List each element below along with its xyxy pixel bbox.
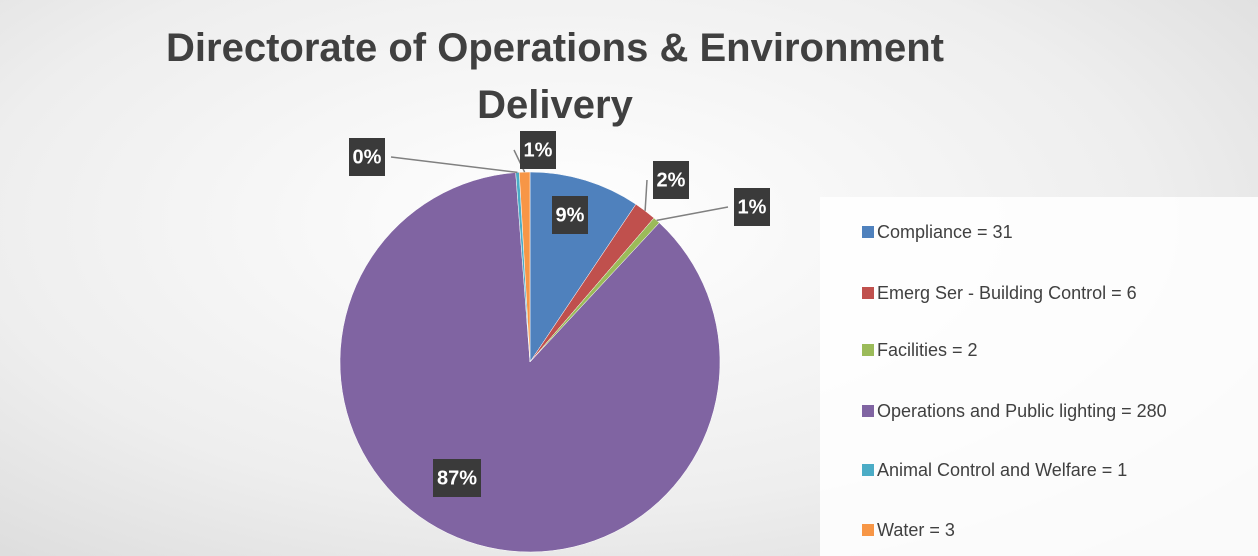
- legend-label: Animal Control and Welfare = 1: [877, 460, 1127, 480]
- legend-swatch: [862, 464, 874, 476]
- legend-label: Emerg Ser - Building Control = 6: [877, 283, 1137, 303]
- legend-label: Facilities = 2: [877, 340, 978, 360]
- data-label-box: [520, 131, 556, 169]
- data-label: 1%: [738, 196, 767, 218]
- data-label-box: [552, 196, 588, 234]
- legend-swatch: [862, 344, 874, 356]
- leader-line: [390, 156, 518, 174]
- data-label: 0%: [353, 146, 382, 168]
- chart-title: Directorate of Operations & Environment …: [166, 26, 944, 127]
- legend-label: Water = 3: [877, 520, 955, 540]
- legend-swatch: [862, 287, 874, 299]
- data-label-box: [734, 188, 770, 226]
- legend-label: Operations and Public lighting = 280: [877, 401, 1167, 421]
- data-label: 9%: [556, 204, 585, 226]
- leader-line: [656, 206, 729, 222]
- data-label-box: [349, 138, 385, 176]
- leader-line: [644, 179, 648, 211]
- data-label: 2%: [657, 169, 686, 191]
- legend-swatch: [862, 405, 874, 417]
- data-label: 1%: [524, 139, 553, 161]
- data-label-box: [433, 459, 481, 497]
- legend-swatch: [862, 226, 874, 238]
- pie-slice: [339, 172, 721, 553]
- legend-label: Compliance = 31: [877, 222, 1013, 242]
- legend-swatch: [862, 524, 874, 536]
- legend-box: [820, 197, 1258, 556]
- data-label: 87%: [437, 467, 477, 489]
- data-label-box: [653, 161, 689, 199]
